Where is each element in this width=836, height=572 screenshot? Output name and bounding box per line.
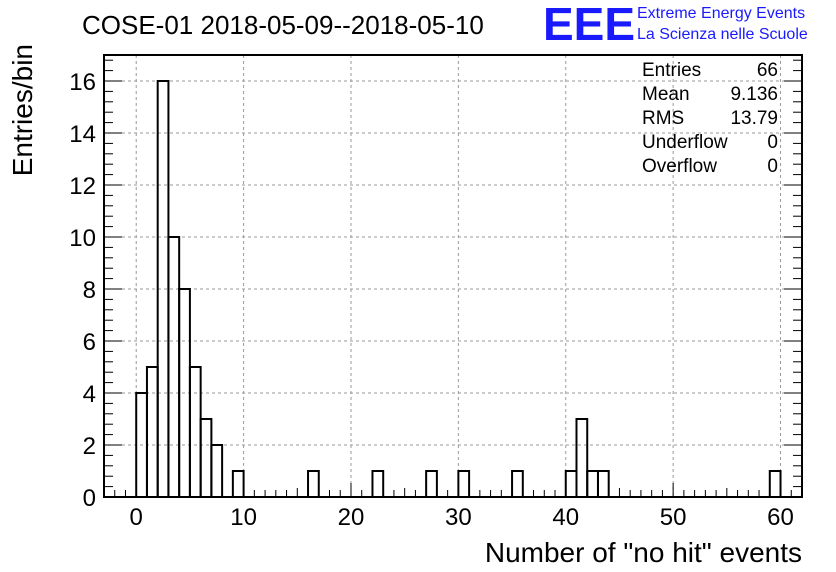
histogram-bin [210, 444, 224, 498]
stats-value: 66 [757, 60, 778, 81]
x-tick-label: 20 [338, 504, 365, 531]
y-tick-label: 4 [83, 381, 96, 408]
logo: EEE Extreme Energy Events La Scienza nel… [543, 0, 808, 50]
stats-value: 9.136 [730, 84, 778, 105]
stats-label: Underflow [642, 132, 728, 153]
stats-label: RMS [642, 108, 684, 129]
histogram-bin [188, 366, 202, 498]
y-tick-label: 8 [83, 277, 96, 304]
histogram-bin [145, 366, 159, 498]
y-axis-label: Entries/bin [7, 44, 38, 176]
grid [104, 55, 802, 497]
y-tick-label: 2 [83, 433, 96, 460]
histogram-bin [425, 470, 438, 498]
histogram-bin [371, 470, 385, 498]
x-tick-label: 60 [767, 504, 794, 531]
stats-value: 0 [767, 132, 778, 153]
stats-label: Overflow [642, 156, 717, 177]
histogram-bin [511, 470, 524, 498]
histogram-bin [586, 470, 599, 498]
stats-value: 13.79 [730, 108, 778, 129]
stats-value: 0 [767, 156, 778, 177]
y-tick-label: 6 [83, 329, 96, 356]
histogram-bin [768, 470, 782, 498]
histogram-bin [564, 470, 578, 498]
histogram-bin [167, 236, 181, 498]
stats-label: Mean [642, 84, 690, 105]
histogram-bin [199, 418, 213, 498]
histogram-bin [231, 470, 245, 498]
histogram-bin [307, 470, 320, 498]
x-tick-label: 50 [660, 504, 687, 531]
y-tick-label: 10 [69, 225, 96, 252]
chart-title: COSE-01 2018-05-09--2018-05-10 [82, 10, 484, 40]
histogram-bin [457, 470, 471, 498]
x-tick-label: 30 [445, 504, 472, 531]
axis-ticks [104, 59, 803, 498]
y-tick-label: 0 [83, 485, 96, 512]
y-tick-labels: 0 2 4 6 8 10 12 14 16 [69, 69, 96, 512]
y-tick-label: 14 [69, 121, 96, 148]
logo-letters: EEE [543, 0, 635, 50]
x-tick-label: 40 [552, 504, 579, 531]
logo-line-2: La Scienza nelle Scuole [637, 26, 808, 43]
x-tick-labels: 0 10 20 30 40 50 60 [130, 504, 794, 531]
plot-frame [103, 54, 803, 498]
x-tick-label: 10 [230, 504, 257, 531]
stats-label: Entries [642, 60, 701, 81]
x-tick-label: 0 [130, 504, 143, 531]
y-tick-label: 12 [69, 173, 96, 200]
histogram-bin [596, 470, 610, 498]
x-axis-label: Number of "no hit" events [485, 537, 802, 568]
histogram-bin [575, 418, 589, 498]
logo-line-1: Extreme Energy Events [637, 5, 805, 22]
y-tick-label: 16 [69, 69, 96, 96]
